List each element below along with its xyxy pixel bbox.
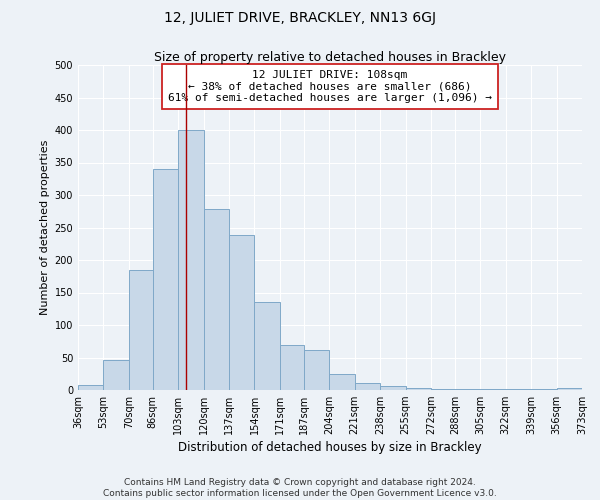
Bar	[380, 386, 406, 390]
Bar	[254, 302, 280, 390]
Title: Size of property relative to detached houses in Brackley: Size of property relative to detached ho…	[154, 51, 506, 64]
Y-axis label: Number of detached properties: Number of detached properties	[40, 140, 50, 315]
Bar	[506, 388, 531, 390]
Bar	[557, 388, 582, 390]
Bar	[481, 388, 506, 390]
Bar	[355, 383, 380, 390]
Bar	[455, 388, 481, 390]
Bar	[406, 388, 431, 390]
Bar	[329, 374, 355, 390]
Bar	[78, 385, 103, 390]
Bar	[103, 360, 129, 390]
Text: 12, JULIET DRIVE, BRACKLEY, NN13 6GJ: 12, JULIET DRIVE, BRACKLEY, NN13 6GJ	[164, 11, 436, 25]
Text: 12 JULIET DRIVE: 108sqm
← 38% of detached houses are smaller (686)
61% of semi-d: 12 JULIET DRIVE: 108sqm ← 38% of detache…	[168, 70, 492, 103]
Bar	[280, 345, 304, 390]
Bar	[431, 388, 455, 390]
Bar	[531, 388, 557, 390]
Bar	[153, 169, 178, 390]
Bar	[229, 234, 254, 390]
Text: Contains HM Land Registry data © Crown copyright and database right 2024.
Contai: Contains HM Land Registry data © Crown c…	[103, 478, 497, 498]
X-axis label: Distribution of detached houses by size in Brackley: Distribution of detached houses by size …	[178, 442, 482, 454]
Bar	[178, 130, 203, 390]
Bar	[203, 210, 229, 390]
Bar	[304, 350, 329, 390]
Bar	[129, 270, 153, 390]
